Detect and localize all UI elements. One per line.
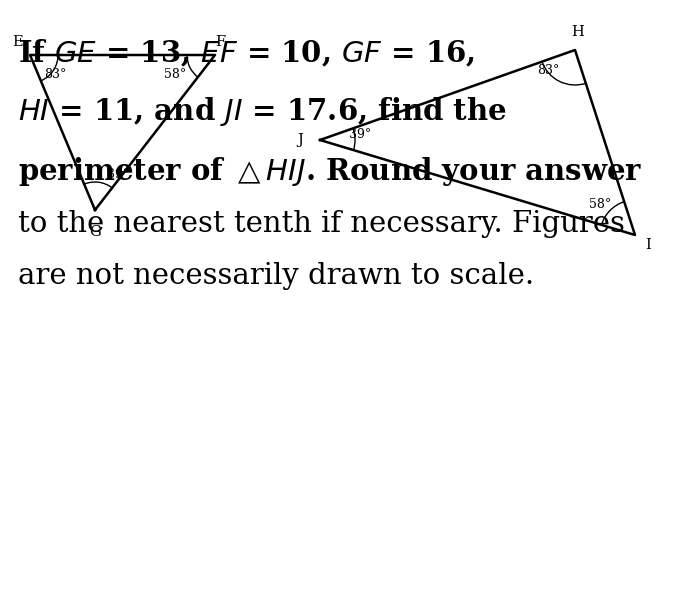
Text: 58°: 58°: [589, 198, 611, 211]
Text: 39°: 39°: [107, 169, 129, 182]
Text: 58°: 58°: [164, 68, 186, 81]
Text: 83°: 83°: [44, 68, 66, 81]
Text: E: E: [13, 35, 23, 49]
Text: 39°: 39°: [349, 129, 371, 142]
Text: If $\mathit{GE}$ = 13, $\mathit{EF}$ = 10, $\mathit{GF}$ = 16,: If $\mathit{GE}$ = 13, $\mathit{EF}$ = 1…: [18, 38, 475, 69]
Text: perimeter of $\triangle \mathit{HIJ}$. Round your answer: perimeter of $\triangle \mathit{HIJ}$. R…: [18, 155, 642, 188]
Text: F: F: [215, 35, 225, 49]
Text: $\mathit{HI}$ = 11, and $\mathit{JI}$ = 17.6, find the: $\mathit{HI}$ = 11, and $\mathit{JI}$ = …: [18, 95, 507, 128]
Text: G: G: [89, 225, 101, 239]
Text: are not necessarily drawn to scale.: are not necessarily drawn to scale.: [18, 262, 534, 290]
Text: to the nearest tenth if necessary. Figures: to the nearest tenth if necessary. Figur…: [18, 210, 625, 238]
Text: H: H: [572, 25, 584, 39]
Text: 83°: 83°: [537, 64, 560, 77]
Text: J: J: [297, 133, 303, 147]
Text: I: I: [645, 238, 651, 252]
